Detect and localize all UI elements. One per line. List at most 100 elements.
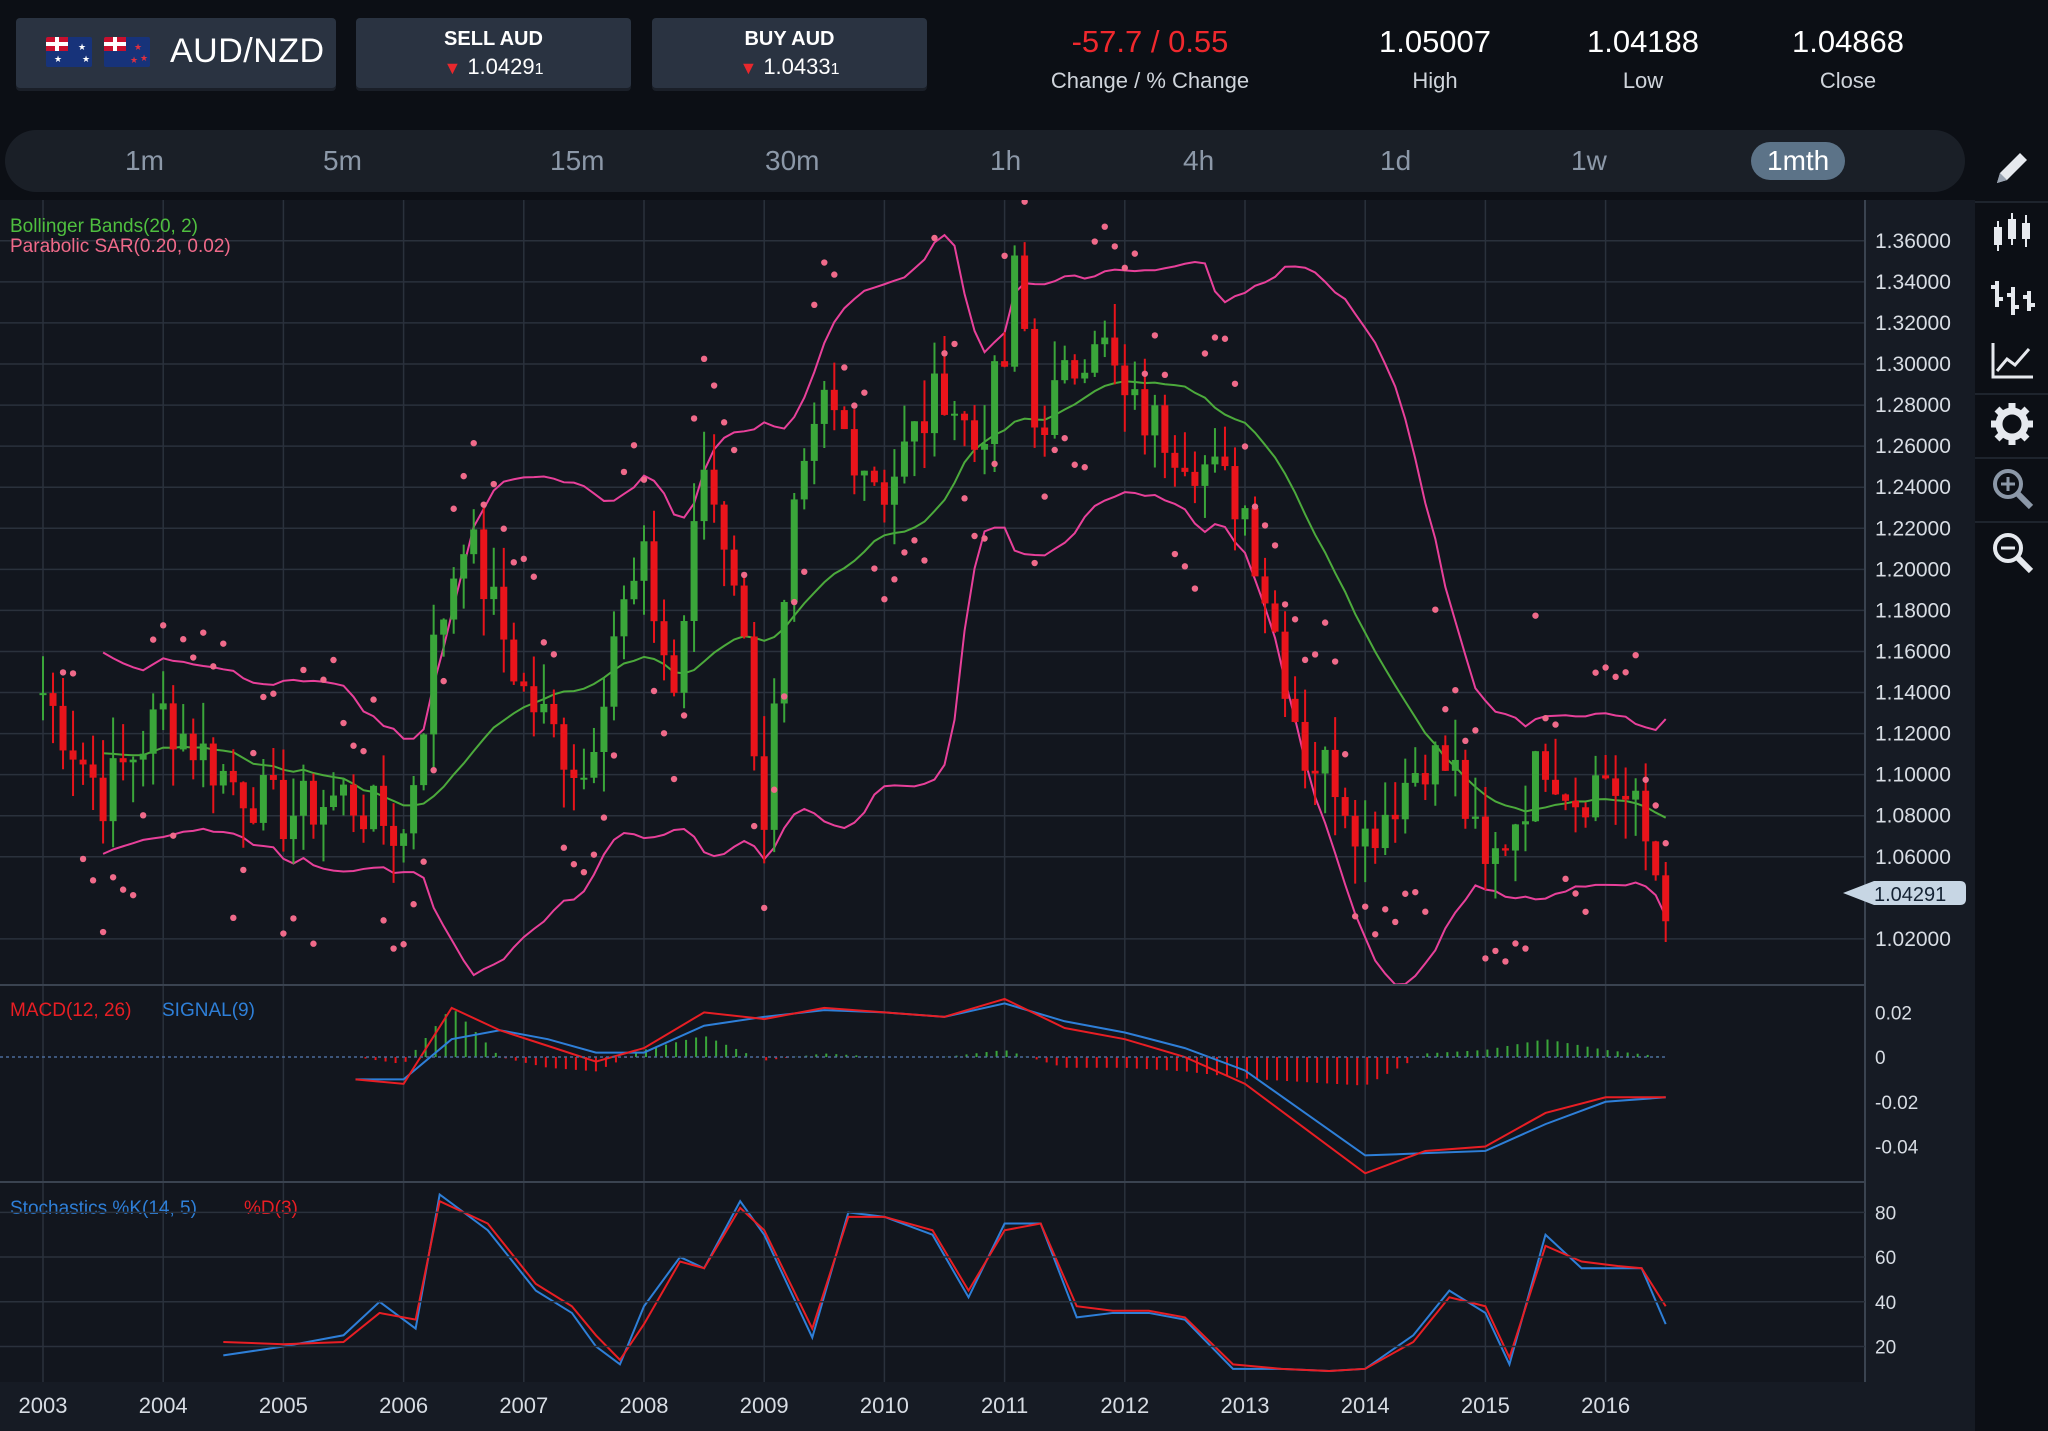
sar-dot: [600, 814, 608, 821]
sar-dot: [1562, 875, 1569, 883]
timeframe-1w[interactable]: 1w: [1571, 145, 1607, 176]
candle-body: [1542, 751, 1549, 780]
timeframe-30m[interactable]: 30m: [765, 145, 820, 176]
candle-body: [470, 529, 478, 555]
stoch-k-label: Stochastics %K(14, 5): [10, 1198, 197, 1219]
sar-dot: [160, 622, 167, 629]
candle-body: [820, 389, 828, 424]
sar-dot: [1602, 664, 1609, 671]
sar-dot: [1201, 350, 1209, 357]
sar-dot: [580, 868, 588, 876]
candle-body: [1602, 775, 1610, 779]
sar-dot: [761, 904, 768, 912]
candle-body: [1071, 360, 1079, 379]
sar-dot: [1191, 585, 1199, 592]
sar-dot: [1121, 264, 1129, 272]
stoch-tick-label: 40: [1875, 1293, 1896, 1314]
sar-dot: [1412, 888, 1419, 896]
zoom-out-icon[interactable]: [1987, 527, 2037, 577]
candle-body: [1161, 405, 1169, 453]
candle-body: [1411, 773, 1419, 783]
sar-dot: [1021, 200, 1028, 205]
sar-dot: [550, 651, 558, 658]
gear-icon[interactable]: [1987, 399, 2037, 449]
candle-body: [89, 764, 97, 778]
buy-price-pip: 1: [830, 61, 840, 78]
year-tick-label: 2015: [1461, 1393, 1510, 1418]
candle-body: [1331, 749, 1339, 798]
sar-dot: [981, 535, 988, 542]
timeframe-15m[interactable]: 15m: [550, 145, 605, 176]
sar-dot: [109, 874, 117, 881]
candle-body: [840, 410, 848, 430]
timeframe-5m[interactable]: 5m: [323, 145, 362, 176]
sar-dot: [119, 886, 127, 893]
candle-body: [720, 504, 728, 550]
candle-body: [39, 693, 47, 696]
candle-body: [1021, 255, 1029, 329]
sell-button[interactable]: SELL AUD ▼ 1.04291: [356, 18, 631, 88]
sar-dot: [1462, 737, 1469, 745]
candle-body: [329, 795, 337, 808]
candle-body: [1391, 814, 1399, 820]
timeframe-4h[interactable]: 4h: [1183, 145, 1215, 176]
candle-body: [119, 758, 127, 763]
timeframe-1h[interactable]: 1h: [990, 145, 1022, 176]
timeframe-1d[interactable]: 1d: [1380, 145, 1412, 176]
candle-body: [1421, 773, 1429, 785]
line-chart-icon[interactable]: [1987, 335, 2037, 385]
low-value: 1.04188: [1586, 24, 1700, 59]
sar-dot: [1502, 958, 1509, 965]
candle-body: [1401, 782, 1409, 820]
candle-body: [380, 785, 388, 826]
candlestick-icon[interactable]: [1987, 207, 2037, 257]
buy-button[interactable]: BUY AUD ▼ 1.04331: [652, 18, 927, 88]
sar-dot: [320, 676, 327, 683]
year-tick-label: 2010: [860, 1393, 909, 1418]
candle-body: [610, 636, 618, 707]
instrument-selector[interactable]: ★ ★ ★ ★ ★ ★ AUD/NZD: [16, 18, 336, 88]
year-tick-label: 2006: [379, 1393, 428, 1418]
candle-body: [219, 770, 227, 786]
candle-body: [951, 413, 959, 416]
sar-dot: [99, 928, 107, 936]
candle-body: [189, 733, 197, 761]
price-tick-label: 1.10000: [1875, 764, 1951, 787]
candle-body: [1441, 745, 1449, 771]
candle-body: [249, 808, 257, 823]
candle-body: [740, 585, 748, 637]
candle-body: [289, 815, 297, 840]
sar-dot: [79, 855, 87, 863]
candle-body: [1652, 841, 1660, 876]
price-chart[interactable]: Bollinger Bands(20, 2) Parabolic SAR(0.2…: [0, 200, 1975, 1431]
sell-price: 1.0429: [467, 54, 535, 79]
timeframe-1mth[interactable]: 1mth: [1751, 142, 1846, 180]
candle-body: [770, 703, 778, 830]
close-label: Close: [1819, 68, 1877, 93]
candle-body: [961, 413, 969, 421]
candle-body: [79, 759, 87, 765]
down-arrow-icon: ▼: [443, 58, 462, 78]
pencil-icon[interactable]: [1987, 143, 2037, 193]
ohlc-bars-icon[interactable]: [1987, 271, 2037, 321]
zoom-in-icon[interactable]: [1987, 463, 2037, 513]
year-tick-label: 2011: [981, 1393, 1028, 1418]
signal-line: [355, 1002, 1666, 1157]
sar-dot: [149, 636, 157, 643]
buy-label: BUY AUD: [744, 28, 835, 50]
sar-dot: [420, 858, 427, 865]
candle-body: [129, 759, 137, 763]
timeframe-1m[interactable]: 1m: [125, 145, 164, 176]
sar-dot: [59, 669, 67, 676]
sar-dot: [901, 549, 908, 556]
low-stat: 1.04188 Low: [1563, 24, 1723, 94]
sar-dot: [200, 629, 207, 636]
sar-dot: [1061, 434, 1068, 442]
candle-body: [670, 655, 678, 693]
sar-dot: [1532, 612, 1539, 619]
sar-dot: [1572, 890, 1579, 897]
current-price-marker: 1.04291: [1843, 881, 1966, 906]
candle-body: [1111, 337, 1119, 366]
candle-body: [520, 681, 528, 687]
candle-body: [1351, 815, 1359, 847]
